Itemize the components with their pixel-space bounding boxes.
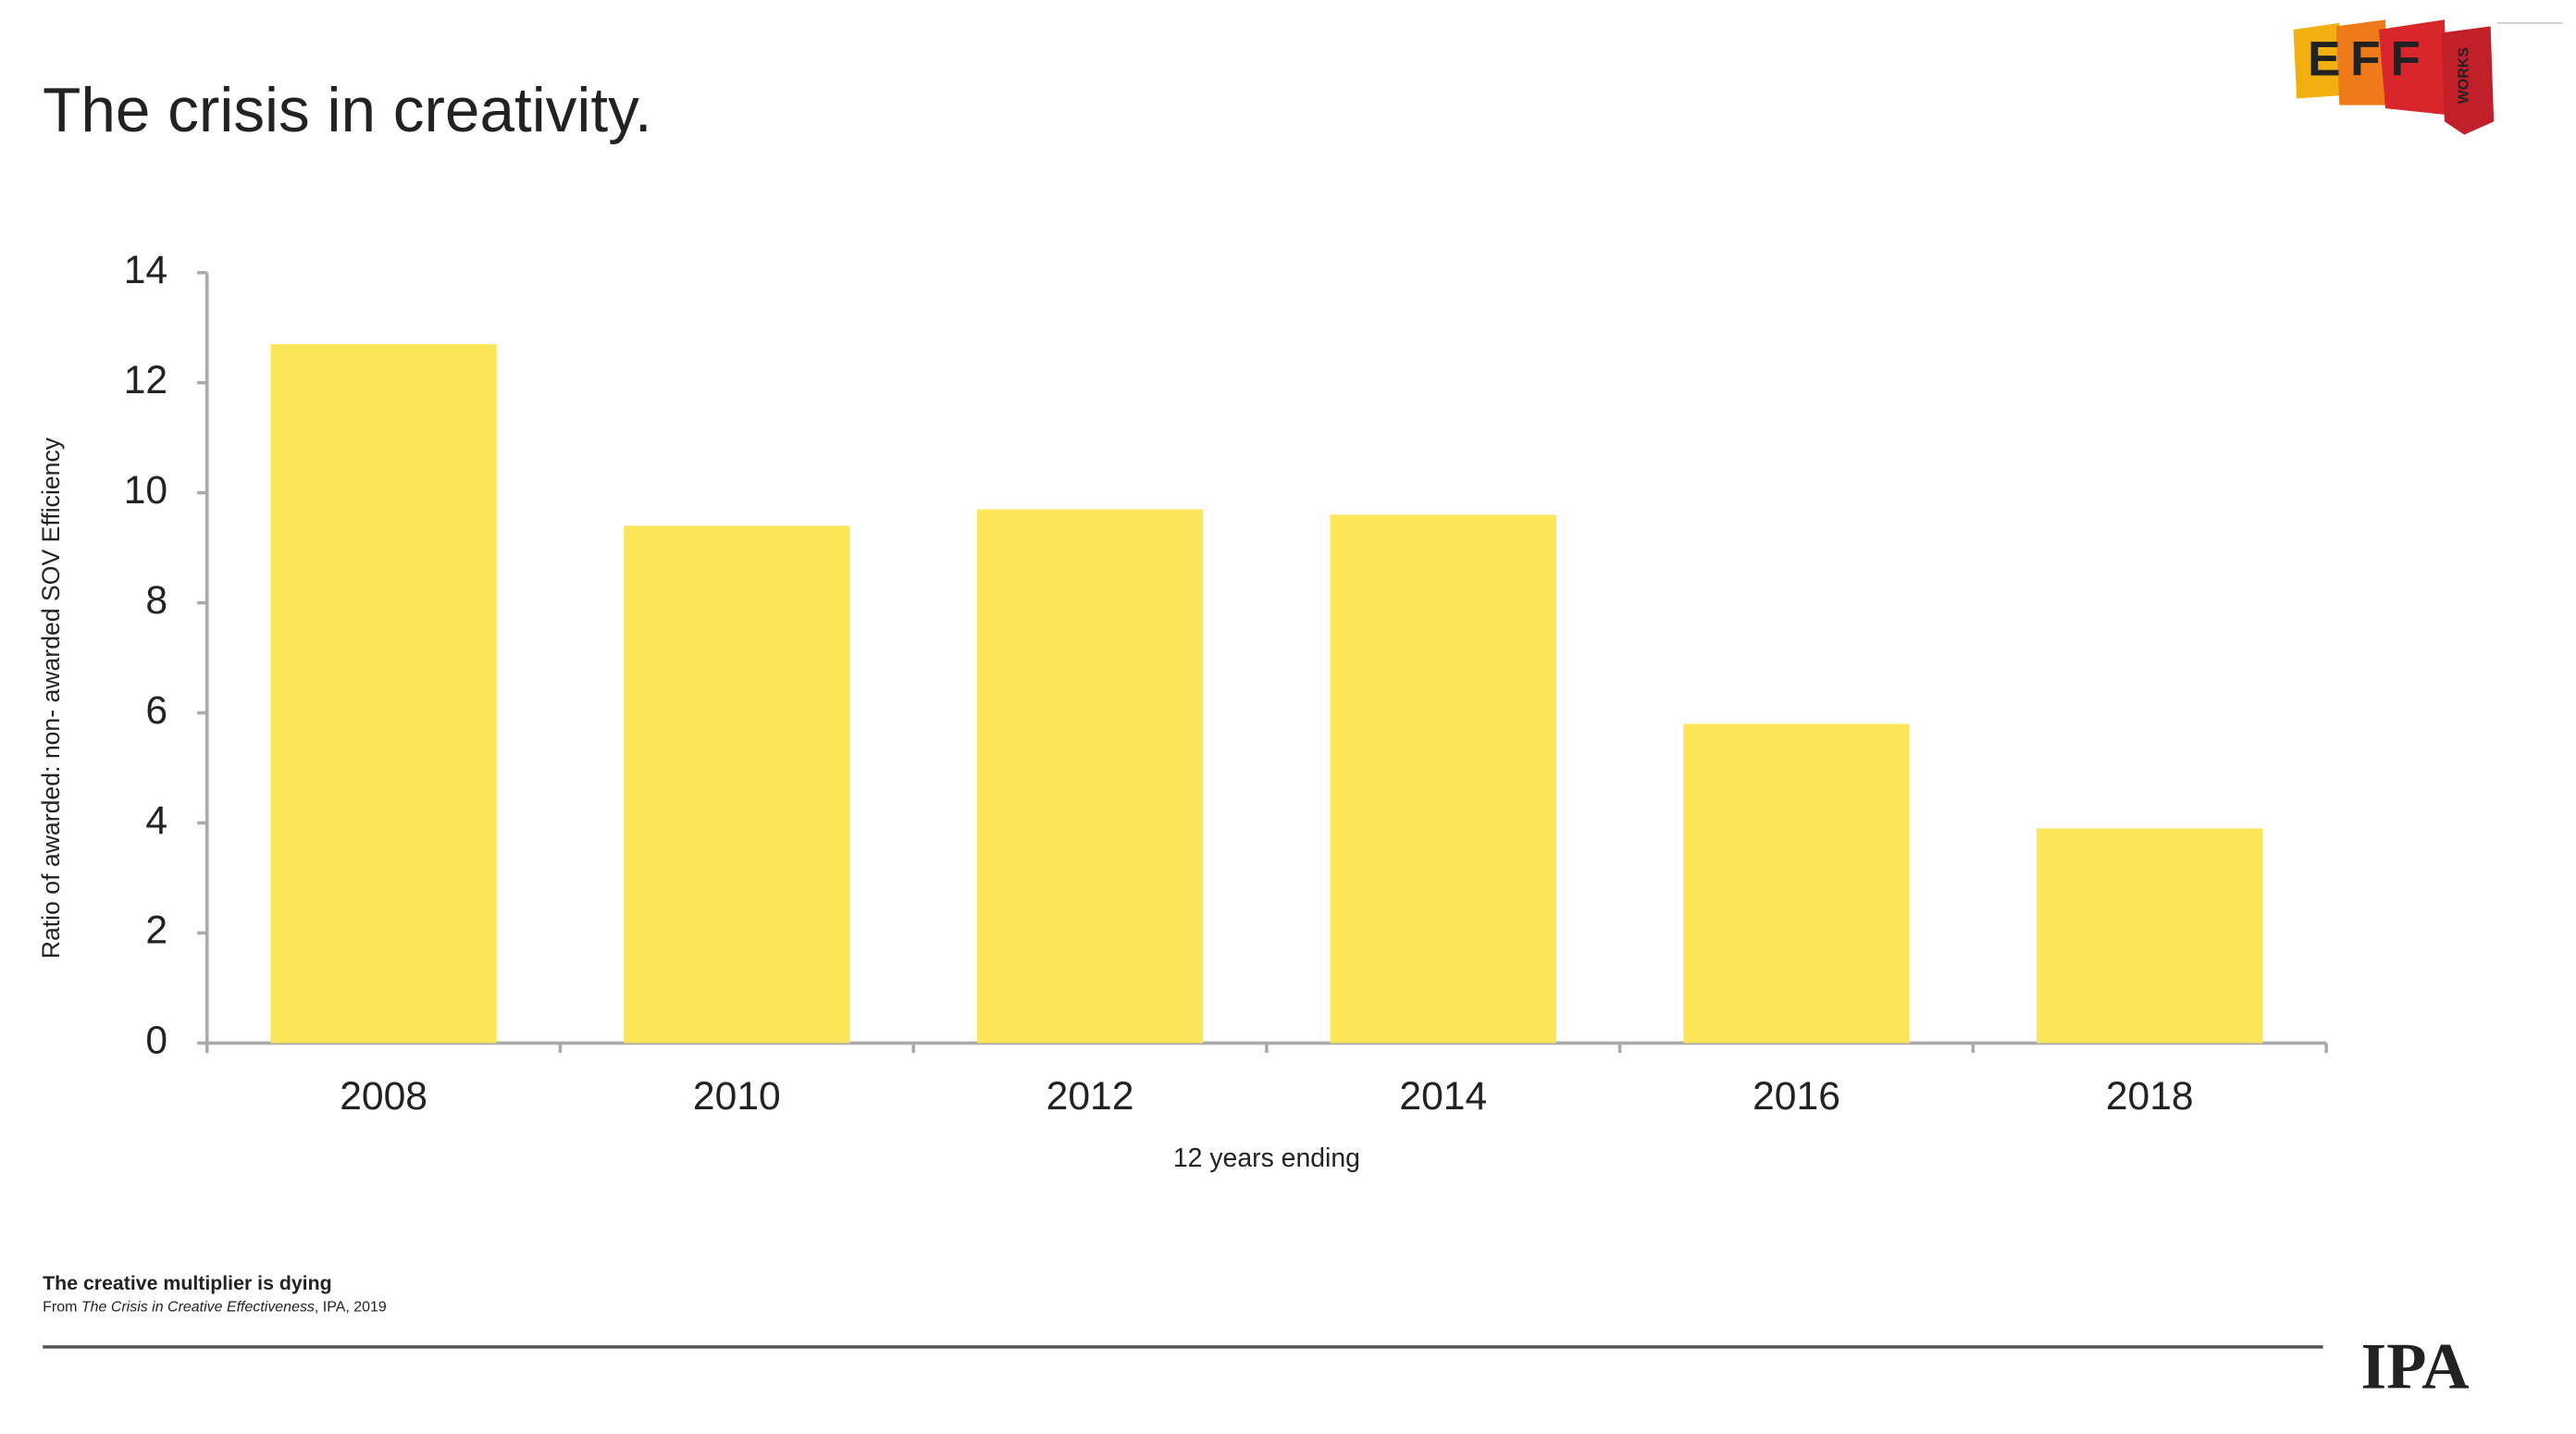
footnote-headline: The creative multiplier is dying bbox=[43, 1272, 331, 1294]
x-tick-label: 2018 bbox=[2106, 1074, 2194, 1119]
ipa-logo: IPA bbox=[2360, 1331, 2469, 1403]
bar bbox=[2037, 828, 2263, 1044]
y-tick-label: 12 bbox=[124, 358, 167, 402]
bar bbox=[624, 525, 850, 1044]
slide-title: The crisis in creativity. bbox=[43, 76, 651, 145]
source-title: The Crisis in Creative Effectiveness bbox=[81, 1300, 315, 1316]
y-tick-label: 8 bbox=[145, 578, 167, 623]
x-axis-label: 12 years ending bbox=[1173, 1143, 1360, 1173]
y-tick-label: 0 bbox=[145, 1019, 167, 1063]
source-prefix: From bbox=[43, 1300, 81, 1316]
eff-logo: EFF WORKS bbox=[2293, 19, 2563, 135]
source-suffix: , IPA, 2019 bbox=[315, 1300, 387, 1316]
x-tick-label: 2012 bbox=[1046, 1074, 1134, 1119]
x-tick-label: 2008 bbox=[340, 1074, 427, 1119]
y-tick-label: 6 bbox=[145, 688, 167, 733]
x-tick-label: 2010 bbox=[693, 1074, 781, 1119]
x-tick-label: 2016 bbox=[1752, 1074, 1840, 1119]
y-tick-label: 4 bbox=[145, 798, 167, 843]
bar bbox=[270, 344, 497, 1044]
x-tick-label: 2014 bbox=[1399, 1074, 1487, 1119]
y-axis-label: Ratio of awarded: non- awarded SOV Effic… bbox=[37, 437, 65, 958]
footnote-source: From The Crisis in Creative Effectivenes… bbox=[43, 1300, 387, 1316]
bar bbox=[1330, 514, 1556, 1044]
eff-letters: EFF bbox=[2308, 32, 2431, 87]
bar bbox=[976, 509, 1204, 1044]
y-tick-label: 14 bbox=[124, 248, 167, 292]
y-tick-label: 10 bbox=[124, 468, 167, 513]
y-tick-label: 2 bbox=[145, 909, 167, 953]
bar bbox=[1683, 723, 1910, 1044]
works-label: WORKS bbox=[2456, 47, 2471, 105]
